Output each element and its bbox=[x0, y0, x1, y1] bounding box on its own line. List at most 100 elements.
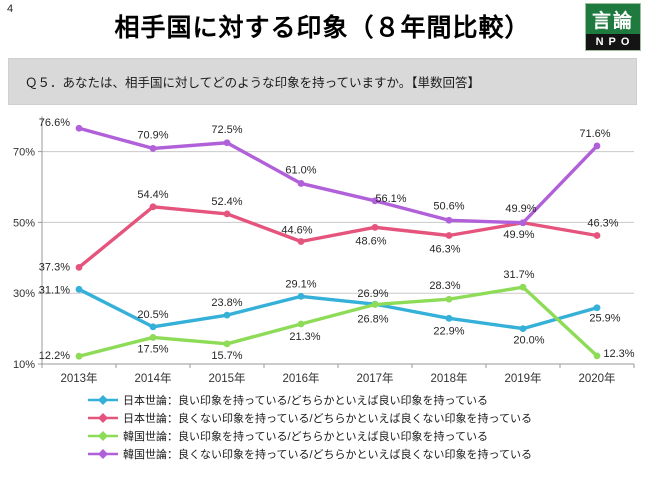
data-point bbox=[593, 232, 601, 239]
legend-marker bbox=[88, 449, 118, 459]
data-label: 25.9% bbox=[589, 313, 620, 325]
data-point bbox=[519, 219, 527, 227]
data-label: 26.9% bbox=[357, 288, 388, 300]
page-number: 4 bbox=[7, 3, 14, 15]
data-label: 12.3% bbox=[603, 348, 634, 360]
legend-item-2: 韓国世論：良い印象を持っている/どちらかといえば良い印象を持っている bbox=[86, 427, 532, 445]
data-label: 50.6% bbox=[433, 200, 464, 212]
data-point bbox=[297, 320, 305, 328]
data-point bbox=[371, 197, 379, 205]
data-label: 46.3% bbox=[429, 243, 460, 255]
data-point bbox=[445, 295, 453, 303]
data-point bbox=[519, 283, 527, 291]
data-label: 29.1% bbox=[285, 278, 316, 290]
data-point bbox=[223, 210, 231, 218]
legend-label: 日本世論：良い印象を持っている/どちらかといえば良い印象を持っている bbox=[123, 395, 488, 407]
data-label: 31.1% bbox=[39, 284, 70, 296]
data-point bbox=[371, 301, 379, 308]
x-axis-label: 2019年 bbox=[504, 371, 541, 385]
legend-marker bbox=[88, 413, 118, 423]
data-point bbox=[75, 124, 83, 132]
x-axis-label: 2018年 bbox=[430, 371, 467, 385]
data-point bbox=[149, 334, 157, 341]
data-label: 21.3% bbox=[289, 331, 320, 343]
y-axis-label: 70% bbox=[13, 147, 35, 159]
data-point bbox=[445, 216, 453, 224]
data-label: 49.9% bbox=[503, 229, 534, 241]
data-label: 46.3% bbox=[587, 217, 618, 229]
x-axis-label: 2014年 bbox=[134, 371, 171, 385]
data-point bbox=[149, 145, 157, 152]
legend-marker bbox=[88, 395, 118, 405]
legend-label: 日本世論：良くない印象を持っている/どちらかといえば良くない印象を持っている bbox=[123, 413, 532, 425]
x-axis-label: 2013年 bbox=[60, 371, 97, 385]
legend-item-0: 日本世論：良い印象を持っている/どちらかといえば良い印象を持っている bbox=[86, 391, 532, 409]
data-point bbox=[75, 352, 83, 360]
data-point bbox=[593, 304, 601, 312]
data-label: 31.7% bbox=[503, 269, 534, 281]
series-line-2 bbox=[77, 285, 599, 358]
data-label: 23.8% bbox=[211, 297, 242, 309]
data-point bbox=[371, 223, 379, 231]
x-axis-label: 2016年 bbox=[282, 371, 319, 385]
data-label: 72.5% bbox=[211, 124, 242, 136]
data-point bbox=[519, 325, 527, 332]
question-text: Ｑ５．あなたは、相手国に対してどのような印象を持っていますか。【単数回答】 bbox=[25, 76, 481, 90]
y-axis-label: 30% bbox=[13, 288, 35, 300]
legend-item-1: 日本世論：良くない印象を持っている/どちらかといえば良くない印象を持っている bbox=[86, 409, 532, 427]
data-point bbox=[75, 285, 83, 293]
data-point bbox=[297, 238, 305, 245]
data-label: 15.7% bbox=[211, 350, 242, 362]
data-label: 56.1% bbox=[375, 193, 406, 205]
y-axis-label: 10% bbox=[13, 359, 35, 371]
y-axis-label: 50% bbox=[13, 217, 35, 229]
data-label: 48.6% bbox=[355, 235, 386, 247]
question-box: Ｑ５．あなたは、相手国に対してどのような印象を持っていますか。【単数回答】 bbox=[8, 58, 637, 105]
chart-legend: 日本世論：良い印象を持っている/どちらかといえば良い印象を持っている日本世論：良… bbox=[86, 391, 532, 463]
data-point bbox=[593, 142, 601, 150]
data-point bbox=[223, 340, 231, 348]
data-label: 20.5% bbox=[137, 309, 168, 321]
logo-npo-text: NPO bbox=[586, 34, 640, 50]
x-axis-label: 2020年 bbox=[578, 371, 615, 385]
data-label: 44.6% bbox=[281, 225, 312, 237]
data-label: 26.8% bbox=[357, 314, 388, 326]
logo-genron-text: 言論 bbox=[586, 4, 640, 34]
data-point bbox=[297, 292, 305, 300]
data-label: 71.6% bbox=[579, 128, 610, 140]
data-label: 49.9% bbox=[505, 203, 536, 215]
data-label: 76.6% bbox=[39, 117, 70, 129]
genron-npo-logo: 言論 NPO bbox=[585, 3, 641, 51]
series-line-3 bbox=[77, 126, 599, 225]
x-axis-label: 2017年 bbox=[356, 371, 393, 385]
data-label: 37.3% bbox=[39, 261, 70, 273]
data-label: 17.5% bbox=[137, 343, 168, 355]
data-point bbox=[223, 311, 231, 319]
data-label: 22.9% bbox=[433, 325, 464, 337]
data-point bbox=[297, 180, 305, 187]
data-label: 12.2% bbox=[39, 350, 70, 362]
series-line-1 bbox=[77, 205, 599, 270]
line-chart: 10% 30% 50% 70% 2013年 2014年 2015年 2016年 2017年 201… bbox=[13, 116, 635, 385]
data-label: 28.3% bbox=[429, 280, 460, 292]
legend-label: 韓国世論：良い印象を持っている/どちらかといえば良い印象を持っている bbox=[123, 431, 488, 443]
data-label: 54.4% bbox=[137, 189, 168, 201]
data-point bbox=[445, 232, 453, 239]
data-point bbox=[149, 323, 157, 331]
data-label: 52.4% bbox=[211, 196, 242, 208]
data-point bbox=[75, 263, 83, 271]
data-point bbox=[223, 139, 231, 147]
data-point bbox=[593, 352, 601, 360]
data-label: 70.9% bbox=[137, 129, 168, 141]
data-point bbox=[149, 203, 157, 211]
page-title: 相手国に対する印象（８年間比較） bbox=[114, 14, 531, 42]
data-label: 20.0% bbox=[513, 335, 544, 347]
legend-label: 韓国世論：良くない印象を持っている/どちらかといえば良くない印象を持っている bbox=[123, 449, 532, 461]
series-line-0 bbox=[77, 287, 599, 331]
legend-item-3: 韓国世論：良くない印象を持っている/どちらかといえば良くない印象を持っている bbox=[86, 445, 532, 463]
data-point bbox=[445, 314, 453, 322]
x-axis-label: 2015年 bbox=[208, 371, 245, 385]
data-label: 61.0% bbox=[285, 164, 316, 176]
legend-marker bbox=[88, 431, 118, 441]
